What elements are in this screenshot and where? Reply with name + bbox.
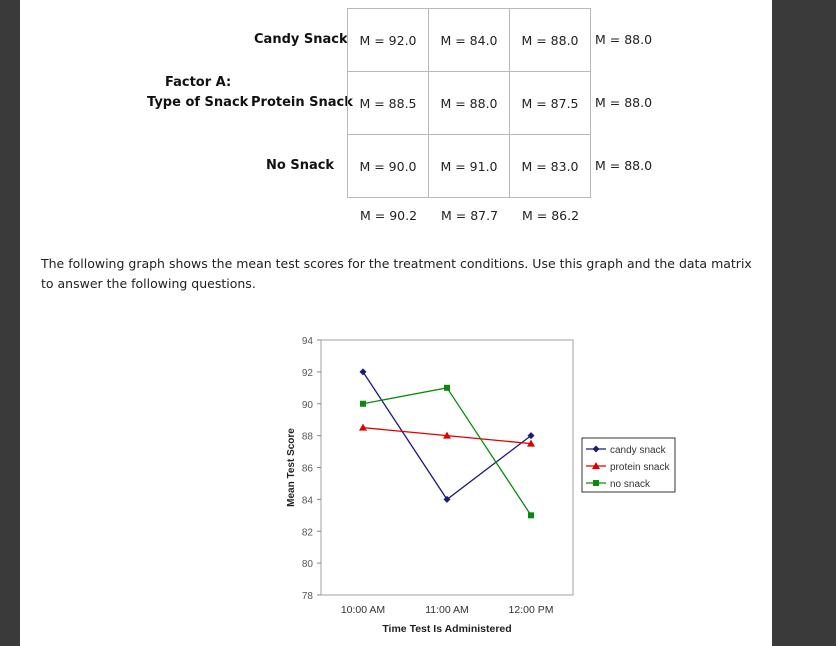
data-point-protein-snack bbox=[359, 423, 367, 431]
data-point-protein-snack bbox=[527, 439, 535, 447]
matrix-cell: M = 88.0 bbox=[428, 71, 510, 135]
y-tick-label: 88 bbox=[302, 432, 314, 443]
matrix-row: M = 90.0 M = 91.0 M = 83.0 bbox=[347, 134, 591, 198]
x-tick-label: 10:00 AM bbox=[341, 604, 385, 616]
legend-marker-no-snack bbox=[593, 480, 599, 486]
row-mean: M = 88.0 bbox=[595, 95, 653, 110]
data-point-protein-snack bbox=[443, 431, 451, 439]
y-tick-label: 84 bbox=[302, 495, 314, 506]
x-tick-label: 11:00 AM bbox=[425, 604, 469, 616]
content-page: Candy Snack Factor A: Type of Snack Prot… bbox=[20, 0, 772, 646]
y-tick-label: 86 bbox=[302, 464, 314, 475]
factor-a-label: Factor A: bbox=[165, 75, 232, 90]
data-point-candy-snack bbox=[359, 368, 367, 376]
row-label-no-snack: No Snack bbox=[266, 158, 335, 173]
col-mean: M = 86.2 bbox=[522, 208, 580, 223]
matrix-row: M = 88.5 M = 88.0 M = 87.5 bbox=[347, 71, 591, 135]
y-axis-label: Mean Test Score bbox=[286, 428, 297, 507]
row-label-candy-snack: Candy Snack bbox=[254, 32, 348, 47]
data-point-candy-snack bbox=[527, 432, 535, 440]
data-point-no-snack bbox=[444, 384, 450, 391]
factor-a-name: Type of Snack bbox=[147, 95, 249, 110]
matrix-cell: M = 83.0 bbox=[509, 134, 591, 198]
legend-label: protein snack bbox=[610, 462, 670, 473]
col-mean: M = 90.2 bbox=[360, 208, 418, 223]
matrix-cell: M = 87.5 bbox=[509, 71, 591, 135]
instructions-paragraph: The following graph shows the mean test … bbox=[41, 256, 752, 291]
plot-area bbox=[320, 339, 574, 596]
x-tick-label: 12:00 PM bbox=[509, 604, 554, 616]
data-point-no-snack bbox=[360, 400, 366, 407]
row-mean: M = 88.0 bbox=[595, 158, 653, 173]
legend-label: no snack bbox=[610, 479, 651, 490]
data-point-candy-snack bbox=[443, 495, 451, 503]
matrix-row: M = 92.0 M = 84.0 M = 88.0 bbox=[347, 8, 591, 72]
y-tick-label: 78 bbox=[302, 591, 314, 602]
legend-marker-protein-snack bbox=[592, 462, 600, 469]
matrix-cell: M = 92.0 bbox=[347, 8, 429, 72]
data-point-no-snack bbox=[528, 512, 534, 519]
matrix-cell: M = 90.0 bbox=[347, 134, 429, 198]
row-mean: M = 88.0 bbox=[595, 32, 653, 47]
y-tick-label: 82 bbox=[302, 527, 314, 538]
col-mean: M = 87.7 bbox=[441, 208, 499, 223]
y-tick-label: 92 bbox=[302, 368, 314, 379]
data-matrix: M = 92.0 M = 84.0 M = 88.0 M = 88.5 M = … bbox=[347, 8, 591, 198]
matrix-cell: M = 88.5 bbox=[347, 71, 429, 135]
legend-label: candy snack bbox=[610, 445, 667, 456]
matrix-cell: M = 84.0 bbox=[428, 8, 510, 72]
x-axis-label: Time Test Is Administered bbox=[382, 623, 511, 635]
matrix-cell: M = 91.0 bbox=[428, 134, 510, 198]
legend-marker-candy-snack bbox=[592, 445, 600, 453]
matrix-cell: M = 88.0 bbox=[509, 8, 591, 72]
line-chart: 78 80 82 84 86 88 90 92 94 10:00 AM 11:00 AM 12:00 … bbox=[286, 336, 676, 635]
row-label-protein-snack: Protein Snack bbox=[251, 95, 353, 110]
y-tick-label: 80 bbox=[302, 559, 314, 570]
y-tick-label: 90 bbox=[302, 400, 314, 411]
y-tick-label: 94 bbox=[302, 336, 314, 347]
